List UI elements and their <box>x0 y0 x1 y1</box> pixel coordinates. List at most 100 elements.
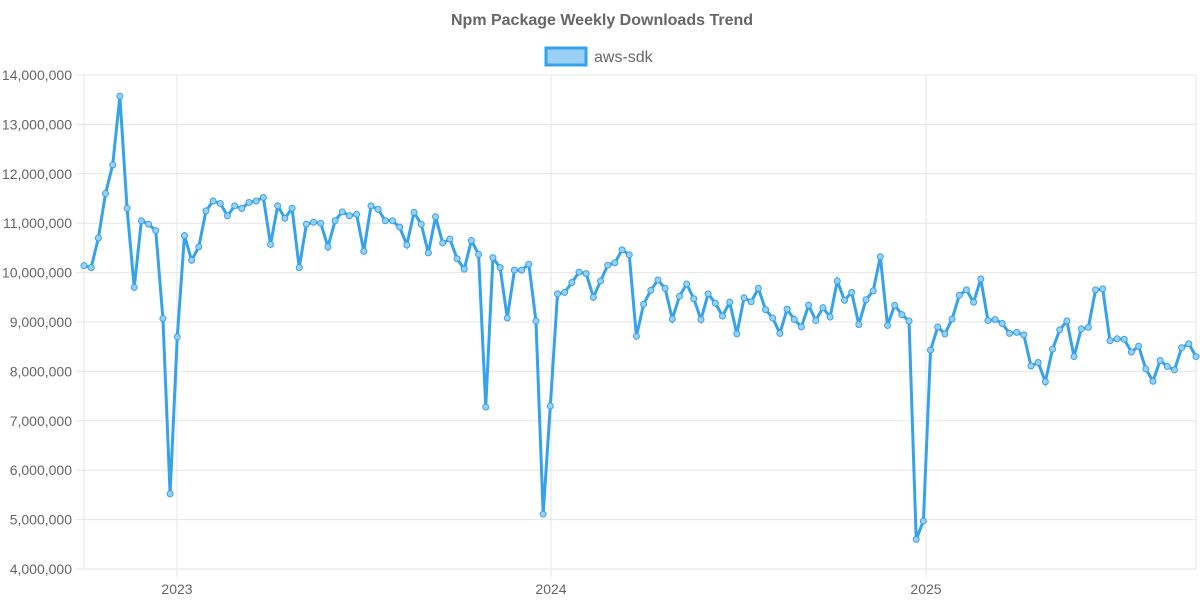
data-point[interactable] <box>575 268 583 276</box>
data-point[interactable] <box>754 284 762 292</box>
data-point[interactable] <box>410 208 418 216</box>
data-point[interactable] <box>604 261 612 269</box>
data-point[interactable] <box>1106 337 1114 345</box>
data-point[interactable] <box>331 217 339 225</box>
data-point[interactable] <box>188 256 196 264</box>
data-point[interactable] <box>367 202 375 210</box>
data-point[interactable] <box>546 402 554 410</box>
data-point[interactable] <box>769 314 777 322</box>
data-point[interactable] <box>94 234 102 242</box>
data-point[interactable] <box>216 199 224 207</box>
data-point[interactable] <box>618 246 626 254</box>
data-point[interactable] <box>345 212 353 220</box>
data-point[interactable] <box>1092 286 1100 294</box>
data-point[interactable] <box>597 277 605 285</box>
data-point[interactable] <box>209 197 217 205</box>
data-point[interactable] <box>1099 285 1107 293</box>
data-point[interactable] <box>1156 357 1164 365</box>
data-point[interactable] <box>970 298 978 306</box>
data-point[interactable] <box>317 219 325 227</box>
data-point[interactable] <box>1020 331 1028 339</box>
data-point[interactable] <box>719 312 726 320</box>
data-point[interactable] <box>747 298 755 306</box>
legend[interactable]: aws-sdk <box>544 46 654 67</box>
data-point[interactable] <box>417 220 425 228</box>
data-point[interactable] <box>288 204 296 212</box>
data-point[interactable] <box>510 266 518 274</box>
data-point[interactable] <box>934 323 942 331</box>
data-point[interactable] <box>159 315 167 323</box>
data-point[interactable] <box>855 320 863 328</box>
data-point[interactable] <box>776 329 784 337</box>
data-point[interactable] <box>998 319 1006 327</box>
data-point[interactable] <box>790 316 798 324</box>
data-point[interactable] <box>453 255 461 263</box>
data-point[interactable] <box>661 284 669 292</box>
data-point[interactable] <box>1077 325 1085 333</box>
data-point[interactable] <box>797 323 805 331</box>
data-point[interactable] <box>977 275 985 283</box>
data-point[interactable] <box>991 316 999 324</box>
data-point[interactable] <box>123 204 131 212</box>
data-point[interactable] <box>647 286 655 294</box>
data-point[interactable] <box>805 301 813 309</box>
data-point[interactable] <box>1120 335 1128 343</box>
data-point[interactable] <box>812 317 820 325</box>
data-point[interactable] <box>467 236 475 244</box>
data-point[interactable] <box>561 288 569 296</box>
data-point[interactable] <box>1027 362 1035 370</box>
data-point[interactable] <box>1185 340 1193 348</box>
data-point[interactable] <box>295 264 303 272</box>
data-point[interactable] <box>1163 362 1171 370</box>
data-point[interactable] <box>525 260 533 268</box>
data-point[interactable] <box>195 243 203 251</box>
data-point[interactable] <box>1049 345 1057 353</box>
data-point[interactable] <box>446 235 454 243</box>
data-point[interactable] <box>1178 344 1186 352</box>
data-point[interactable] <box>267 240 275 248</box>
data-point[interactable] <box>690 295 698 303</box>
data-point[interactable] <box>482 403 490 411</box>
data-point[interactable] <box>460 265 468 273</box>
data-point[interactable] <box>238 204 246 212</box>
data-point[interactable] <box>675 292 683 300</box>
data-point[interactable] <box>137 217 145 225</box>
data-point[interactable] <box>955 291 963 299</box>
data-point[interactable] <box>826 313 834 321</box>
data-point[interactable] <box>302 220 310 228</box>
data-point[interactable] <box>611 259 619 267</box>
data-point[interactable] <box>862 296 870 304</box>
data-point[interactable] <box>984 317 992 325</box>
data-point[interactable] <box>654 276 662 284</box>
data-point[interactable] <box>625 251 633 259</box>
data-point[interactable] <box>274 202 282 210</box>
data-point[interactable] <box>1063 317 1071 325</box>
data-point[interactable] <box>231 202 239 210</box>
data-point[interactable] <box>884 321 892 329</box>
data-point[interactable] <box>166 490 174 498</box>
data-point[interactable] <box>109 161 117 169</box>
data-point[interactable] <box>1034 359 1042 367</box>
data-point[interactable] <box>1013 328 1021 336</box>
data-point[interactable] <box>1084 323 1092 331</box>
data-point[interactable] <box>582 270 590 278</box>
data-point[interactable] <box>245 198 253 206</box>
data-point[interactable] <box>102 190 110 198</box>
data-point[interactable] <box>1170 366 1178 374</box>
data-point[interactable] <box>1070 353 1078 361</box>
data-point[interactable] <box>223 212 231 220</box>
data-point[interactable] <box>353 210 361 218</box>
data-point[interactable] <box>869 287 877 295</box>
data-point[interactable] <box>180 232 188 240</box>
data-point[interactable] <box>848 288 856 296</box>
data-point[interactable] <box>726 298 734 306</box>
data-point[interactable] <box>1149 377 1157 385</box>
data-point[interactable] <box>668 315 676 323</box>
data-point[interactable] <box>281 214 289 222</box>
data-point[interactable] <box>80 262 88 270</box>
data-point[interactable] <box>130 283 138 291</box>
data-point[interactable] <box>381 217 389 225</box>
data-point[interactable] <box>503 314 511 322</box>
data-point[interactable] <box>962 286 970 294</box>
data-point[interactable] <box>432 213 440 221</box>
